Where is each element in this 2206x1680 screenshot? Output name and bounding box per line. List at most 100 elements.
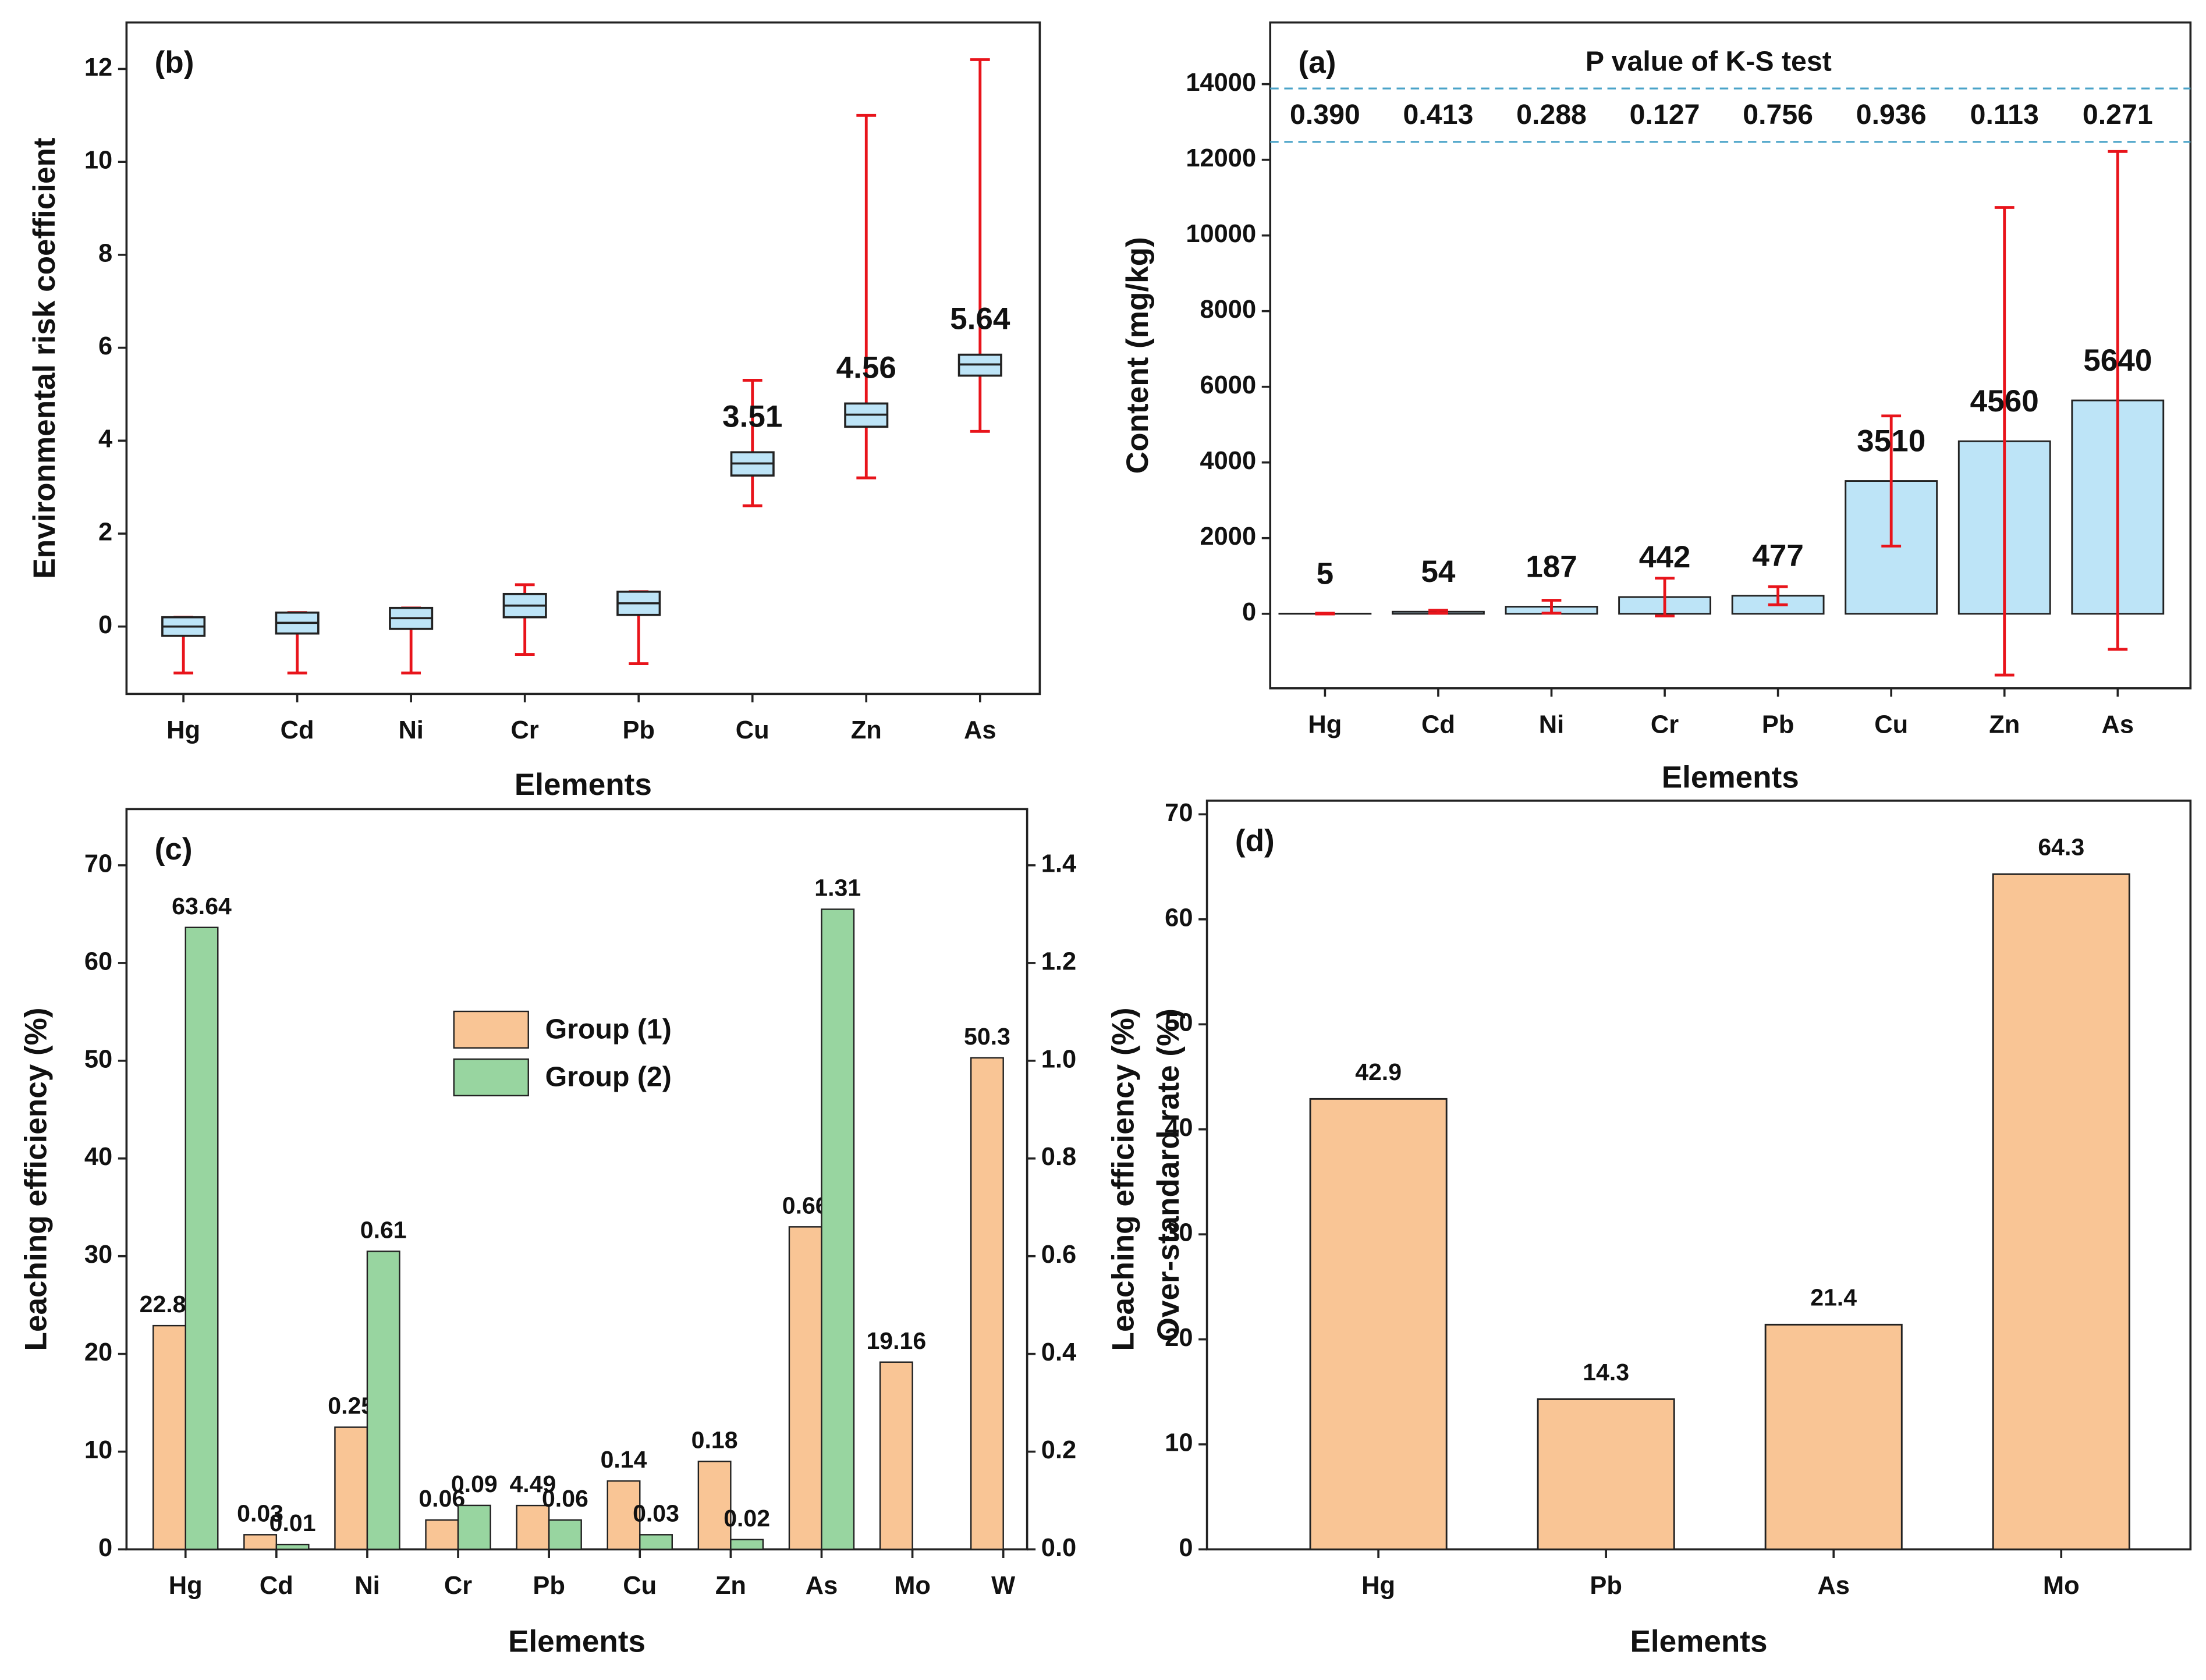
- y-axis-title: Over-standard rate (%): [1151, 1008, 1186, 1341]
- y-tick-label: 8: [98, 239, 112, 267]
- y-tick-label: 30: [84, 1241, 112, 1269]
- x-axis-title: Elements: [508, 1624, 646, 1658]
- data-label: 0.02: [723, 1505, 770, 1532]
- y-tick-label: 40: [1165, 1114, 1193, 1142]
- x-tick-label: Cr: [444, 1572, 472, 1600]
- y-tick-label: 8000: [1200, 296, 1256, 324]
- y-tick-label: 10000: [1186, 220, 1256, 248]
- bar: [730, 1539, 764, 1550]
- bar: [548, 1519, 582, 1550]
- panel-label: (d): [1235, 823, 1275, 858]
- x-axis-title: Elements: [1630, 1624, 1767, 1658]
- bar: [639, 1534, 673, 1550]
- y2-tick-label: 0.4: [1041, 1338, 1076, 1366]
- x-tick-label: Pb: [1590, 1572, 1622, 1600]
- y-tick-label: 20: [84, 1338, 112, 1366]
- bar: [243, 1534, 278, 1550]
- data-label: 19.16: [867, 1327, 927, 1354]
- data-label: 0.61: [360, 1216, 407, 1243]
- data-label: 0.01: [269, 1509, 316, 1536]
- data-label: 0.14: [601, 1446, 647, 1473]
- legend-swatch: [453, 1058, 529, 1097]
- data-label: 4560: [1970, 384, 2039, 418]
- y-tick-label: 20: [1165, 1324, 1193, 1352]
- p-value: 0.413: [1403, 99, 1474, 130]
- x-tick-label: Mo: [2043, 1572, 2080, 1600]
- legend-label: Group (1): [545, 1014, 672, 1045]
- annotation: P value of K-S test: [1586, 45, 1832, 77]
- y-tick-label: 60: [1165, 904, 1193, 932]
- y-tick-label: 0: [98, 611, 112, 639]
- data-label: 0.09: [451, 1471, 498, 1497]
- plot-frame: [1269, 21, 2192, 690]
- y-tick-label: 60: [84, 947, 112, 975]
- data-label: 64.3: [2038, 834, 2084, 861]
- data-label: 0.06: [542, 1485, 588, 1512]
- legend-label: Group (2): [545, 1061, 672, 1093]
- data-label: 21.4: [1810, 1284, 1857, 1311]
- y2-tick-label: 0.2: [1041, 1436, 1076, 1464]
- y2-tick-label: 1.0: [1041, 1045, 1076, 1073]
- plot-frame: [125, 21, 1041, 695]
- y2-axis-title: Leaching efficiency (%): [1106, 1007, 1141, 1351]
- y-tick-label: 50: [1165, 1009, 1193, 1037]
- bar: [516, 1504, 550, 1550]
- bar: [425, 1519, 459, 1550]
- bar: [1764, 1323, 1903, 1550]
- bar: [185, 926, 219, 1550]
- data-label: 0.03: [633, 1500, 679, 1526]
- x-tick-label: Cd: [1421, 711, 1455, 738]
- p-value: 0.390: [1290, 99, 1360, 130]
- x-tick-label: As: [964, 716, 996, 744]
- data-label: 442: [1639, 540, 1691, 574]
- x-tick-label: Cu: [623, 1572, 657, 1600]
- data-label: 3510: [1857, 424, 1925, 458]
- plot-frame: [1205, 800, 2192, 1551]
- data-label: 187: [1526, 549, 1577, 584]
- y-tick-label: 14000: [1186, 69, 1256, 97]
- y-axis-title: Content (mg/kg): [1120, 237, 1155, 474]
- x-tick-label: Cu: [1874, 711, 1908, 738]
- bar: [457, 1504, 491, 1550]
- x-tick-label: As: [2102, 711, 2134, 738]
- y-tick-label: 70: [1165, 799, 1193, 827]
- x-tick-label: Zn: [715, 1572, 746, 1600]
- p-value: 0.271: [2083, 99, 2153, 130]
- bar: [879, 1361, 913, 1550]
- bar: [1992, 873, 2130, 1550]
- x-tick-label: Ni: [398, 716, 423, 744]
- bar: [1309, 1097, 1448, 1550]
- x-axis-title: Elements: [515, 768, 652, 802]
- y-tick-label: 0: [98, 1534, 112, 1562]
- y2-tick-label: 0.8: [1041, 1143, 1076, 1171]
- panel-label: (c): [155, 832, 193, 866]
- data-label: 0.03: [237, 1500, 283, 1526]
- y-tick-label: 50: [84, 1045, 112, 1073]
- x-tick-label: Cr: [1651, 711, 1679, 738]
- y-tick-label: 10: [1165, 1429, 1193, 1457]
- y-tick-label: 12: [84, 54, 112, 81]
- y-tick-label: 12000: [1186, 144, 1256, 172]
- bar: [1537, 1398, 1675, 1550]
- panel-label: (b): [155, 45, 194, 80]
- data-label: 5: [1317, 556, 1334, 591]
- data-label: 4.56: [836, 350, 896, 385]
- x-tick-label: Pb: [533, 1572, 565, 1600]
- bar: [697, 1461, 732, 1550]
- y-tick-label: 6: [98, 332, 112, 360]
- x-tick-label: Ni: [1539, 711, 1564, 738]
- p-value: 0.288: [1516, 99, 1587, 130]
- x-axis-title: Elements: [1662, 761, 1799, 795]
- x-tick-label: Mo: [894, 1572, 931, 1600]
- bar: [275, 1543, 310, 1550]
- x-tick-label: Hg: [1361, 1572, 1395, 1600]
- y-tick-label: 2: [98, 518, 112, 546]
- x-tick-label: Hg: [169, 1572, 203, 1600]
- p-value: 0.936: [1856, 99, 1927, 130]
- y-axis-title: Environmental risk coefficient: [27, 137, 62, 579]
- legend-swatch: [453, 1010, 529, 1049]
- y-tick-label: 4000: [1200, 447, 1256, 475]
- y-tick-label: 40: [84, 1143, 112, 1171]
- bar: [366, 1251, 400, 1550]
- x-tick-label: As: [1817, 1572, 1850, 1600]
